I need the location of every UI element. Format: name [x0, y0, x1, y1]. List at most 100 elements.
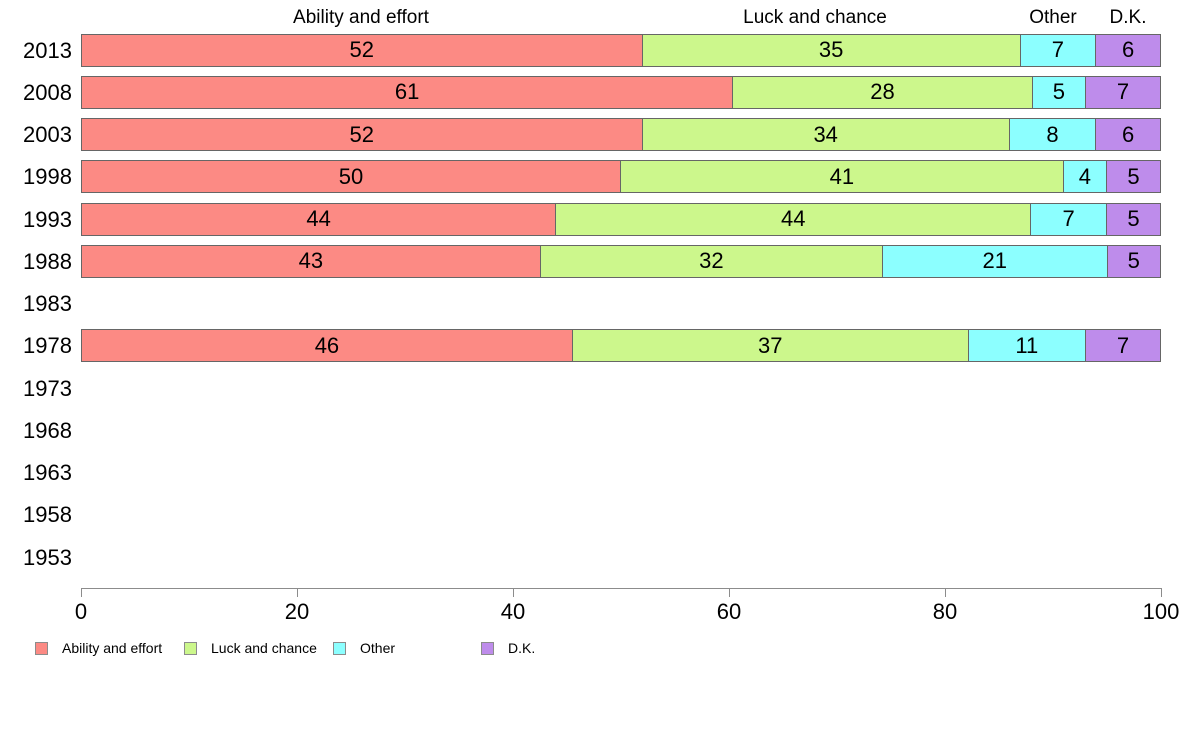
bar-value-label: 35: [818, 37, 844, 62]
bar-track: 52 35 7 6: [81, 33, 1161, 67]
bar-track: 43 32 21 5: [81, 244, 1161, 278]
chart-row: 1963: [0, 456, 1188, 489]
x-axis-tick: [729, 588, 730, 597]
chart-row: 1983: [0, 287, 1188, 320]
bar-value-label: 6: [1121, 121, 1135, 147]
bar-segment-luck-and-chance: 35: [642, 33, 1021, 67]
year-label: 1988: [23, 248, 72, 274]
legend-swatch-luck-and-chance: [184, 642, 197, 655]
bar-track: 61 28 5 7: [81, 75, 1161, 109]
bar-value-label: 46: [314, 332, 340, 358]
legend-label-other: Other: [360, 640, 396, 656]
year-label: 1993: [23, 206, 72, 232]
bar-segment-d-k: 7: [1086, 75, 1161, 109]
legend-label-ability-and-effort: Ability and effort: [62, 640, 163, 656]
x-axis-tick: [81, 588, 82, 597]
chart-row: 1968: [0, 414, 1188, 447]
chart-row: 1953: [0, 541, 1188, 574]
chart-row: 1958: [0, 498, 1188, 531]
bar-value-label: 5: [1127, 248, 1140, 274]
bar-segment-luck-and-chance: 34: [642, 118, 1010, 151]
year-label: 1953: [23, 544, 72, 570]
x-axis-line: [81, 588, 1162, 589]
bar-value-label: 43: [298, 248, 324, 274]
x-axis-tick: [945, 588, 946, 597]
legend-swatch-d-k: [481, 642, 494, 655]
bar-value-label: 6: [1121, 37, 1135, 62]
bar-track: 52 34 8 6: [81, 118, 1161, 151]
bar-value-label: 21: [982, 248, 1007, 274]
legend-swatch-ability-and-effort: [35, 642, 48, 655]
year-label: 1973: [23, 375, 72, 401]
bar-segment-d-k: 5: [1106, 160, 1161, 194]
bar-value-label: 5: [1052, 79, 1065, 105]
year-label: 1983: [23, 291, 72, 316]
bar-value-label: 44: [781, 206, 806, 231]
column-header-ability-and-effort: Ability and effort: [293, 7, 429, 28]
bar-value-label: 4: [1078, 163, 1092, 189]
bar-segment-ability-and-effort: 61: [81, 75, 734, 109]
bar-value-label: 52: [349, 37, 375, 62]
bar-segment-luck-and-chance: 37: [572, 329, 969, 363]
year-label: 1968: [23, 417, 72, 443]
bar-value-label: 7: [1116, 332, 1130, 358]
bar-segment-luck-and-chance: 44: [556, 202, 1032, 236]
bar-value-label: 32: [699, 248, 724, 274]
bar-track: 50 41 4 5: [81, 160, 1161, 194]
chart-row: 1993 44 44 7 5: [0, 202, 1188, 236]
bar-segment-other: 11: [968, 329, 1087, 363]
bar-segment-other: 7: [1031, 202, 1107, 236]
bar-value-label: 5: [1127, 163, 1140, 189]
bar-value-label: 11: [1015, 332, 1039, 358]
legend-swatch-other: [333, 642, 346, 655]
bar-segment-luck-and-chance: 28: [733, 75, 1033, 109]
column-header-d-k: D.K.: [1109, 7, 1147, 28]
bar-value-label: 7: [1116, 79, 1130, 105]
bar-segment-other: 7: [1020, 33, 1097, 67]
year-label: 2003: [23, 122, 72, 147]
bar-segment-ability-and-effort: 44: [81, 202, 557, 236]
chart-row: 1988 43 32 21 5: [0, 244, 1188, 278]
bar-value-label: 7: [1051, 37, 1065, 62]
bar-value-label: 34: [813, 121, 838, 147]
legend-label-d-k: D.K.: [508, 640, 536, 656]
year-label: 2013: [23, 37, 72, 63]
bar-segment-ability-and-effort: 52: [81, 33, 643, 67]
bar-segment-other: 8: [1009, 118, 1097, 151]
bar-segment-d-k: 7: [1086, 329, 1161, 363]
x-axis-tick: [297, 588, 298, 597]
bar-segment-d-k: 6: [1096, 118, 1161, 151]
bar-segment-other: 21: [882, 244, 1108, 278]
year-label: 1963: [23, 460, 72, 485]
x-axis-tick-label: 80: [932, 599, 958, 624]
bar-value-label: 8: [1046, 121, 1059, 147]
bar-segment-ability-and-effort: 52: [81, 118, 643, 151]
chart-row: 1973: [0, 372, 1188, 405]
x-axis-tick: [1161, 588, 1162, 597]
column-header-luck-and-chance: Luck and chance: [743, 7, 887, 28]
bar-segment-d-k: 5: [1107, 244, 1161, 278]
column-header-other: Other: [1029, 7, 1077, 28]
bar-value-label: 5: [1127, 206, 1140, 231]
bar-value-label: 7: [1062, 206, 1075, 231]
bar-value-label: 28: [870, 79, 895, 105]
bar-value-label: 52: [349, 121, 375, 147]
bar-track: 44 44 7 5: [81, 202, 1161, 236]
year-label: 1958: [23, 502, 72, 528]
x-axis-tick-label: 20: [284, 599, 310, 624]
bar-segment-luck-and-chance: 32: [540, 244, 883, 278]
x-axis-tick-label: 40: [500, 599, 526, 624]
x-axis-tick-label: 100: [1142, 599, 1180, 624]
bar-segment-other: 4: [1063, 160, 1107, 194]
bar-segment-luck-and-chance: 41: [621, 160, 1064, 194]
bar-segment-ability-and-effort: 50: [81, 160, 621, 194]
chart-row: 2003 52 34 8 6: [0, 118, 1188, 151]
year-label: 1998: [23, 164, 72, 190]
x-axis-tick-label: 0: [74, 599, 88, 624]
bar-segment-d-k: 5: [1106, 202, 1161, 236]
bar-value-label: 50: [338, 163, 364, 189]
bar-value-label: 61: [394, 79, 420, 105]
bar-segment-ability-and-effort: 43: [81, 244, 541, 278]
chart-row: 1978 46 37 11 7: [0, 329, 1188, 363]
